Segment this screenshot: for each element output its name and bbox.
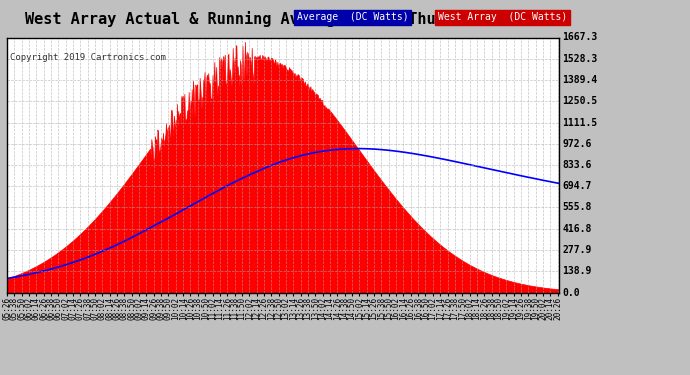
Text: 555.8: 555.8 — [562, 202, 592, 213]
Text: 972.6: 972.6 — [562, 139, 592, 149]
Text: 1667.3: 1667.3 — [562, 33, 598, 42]
Text: 138.9: 138.9 — [562, 266, 592, 276]
Text: Copyright 2019 Cartronics.com: Copyright 2019 Cartronics.com — [10, 53, 166, 62]
Text: 833.6: 833.6 — [562, 160, 592, 170]
Text: West Array Actual & Running Average Power Thu Jul 11 20:31: West Array Actual & Running Average Powe… — [25, 11, 555, 27]
Text: West Array  (DC Watts): West Array (DC Watts) — [438, 12, 567, 22]
Text: 1250.5: 1250.5 — [562, 96, 598, 106]
Text: 694.7: 694.7 — [562, 181, 592, 191]
Text: 1389.4: 1389.4 — [562, 75, 598, 85]
Text: 1528.3: 1528.3 — [562, 54, 598, 64]
Text: 277.9: 277.9 — [562, 245, 592, 255]
Text: Average  (DC Watts): Average (DC Watts) — [297, 12, 408, 22]
Text: 416.8: 416.8 — [562, 224, 592, 234]
Text: 1111.5: 1111.5 — [562, 117, 598, 128]
Text: 0.0: 0.0 — [562, 288, 580, 297]
